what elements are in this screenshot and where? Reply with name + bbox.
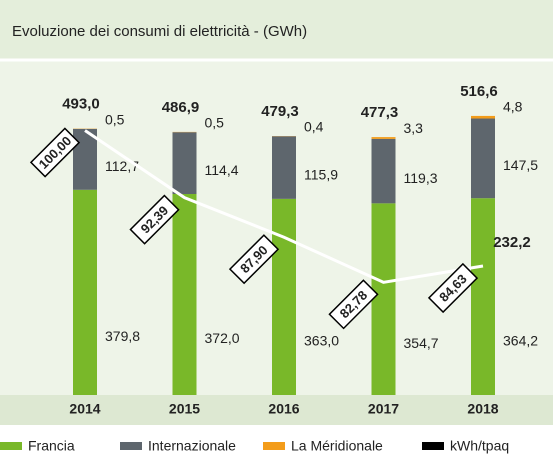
bar-segment <box>73 129 97 190</box>
value-label: 119,3 <box>404 170 438 186</box>
x-tick-label: 2014 <box>69 401 100 417</box>
bar-segment <box>272 136 296 199</box>
value-label: 379,8 <box>105 328 140 344</box>
value-label: 0,5 <box>205 115 225 131</box>
bar-segment <box>471 119 495 199</box>
bar-segment <box>73 190 97 395</box>
x-tick-label: 2017 <box>368 401 399 417</box>
value-label: 115,9 <box>304 166 338 182</box>
value-label: 4,8 <box>503 99 523 115</box>
value-label: 0,5 <box>105 111 125 127</box>
bar-segment <box>173 132 197 194</box>
x-tick-label: 2018 <box>467 401 498 417</box>
chart-title: Evoluzione dei consumi di elettricità - … <box>12 23 307 40</box>
total-label: 477,3 <box>361 104 399 121</box>
annotation: 232,2 <box>493 234 531 251</box>
legend-swatch <box>263 442 285 450</box>
value-label: 112,7 <box>105 158 139 174</box>
value-label: 372,0 <box>205 330 240 346</box>
bar-segment <box>372 137 396 139</box>
total-label: 493,0 <box>62 96 100 113</box>
legend-swatch <box>0 442 22 450</box>
bar-segment <box>471 116 495 119</box>
legend-label: La Méridionale <box>291 438 383 454</box>
bar-segment <box>471 198 495 395</box>
legend-label: kWh/tpaq <box>450 438 509 454</box>
legend-label: Internazionale <box>148 438 236 454</box>
value-label: 114,4 <box>205 162 239 178</box>
value-label: 147,5 <box>503 157 538 173</box>
legend-swatch <box>120 442 142 450</box>
legend-label: Francia <box>28 438 75 454</box>
value-label: 363,0 <box>304 333 339 349</box>
total-label: 479,3 <box>261 103 299 120</box>
bar-segment <box>173 194 197 395</box>
bar-segment <box>372 203 396 395</box>
value-label: 0,4 <box>304 119 324 135</box>
total-label: 516,6 <box>460 83 498 100</box>
legend-swatch <box>422 442 444 450</box>
total-label: 486,9 <box>162 99 200 116</box>
bar-segment <box>372 139 396 203</box>
x-tick-label: 2015 <box>169 401 200 417</box>
bar-segment <box>272 199 296 395</box>
value-label: 354,7 <box>404 335 439 351</box>
x-tick-label: 2016 <box>268 401 299 417</box>
value-label: 3,3 <box>404 120 424 136</box>
value-label: 364,2 <box>503 332 538 348</box>
